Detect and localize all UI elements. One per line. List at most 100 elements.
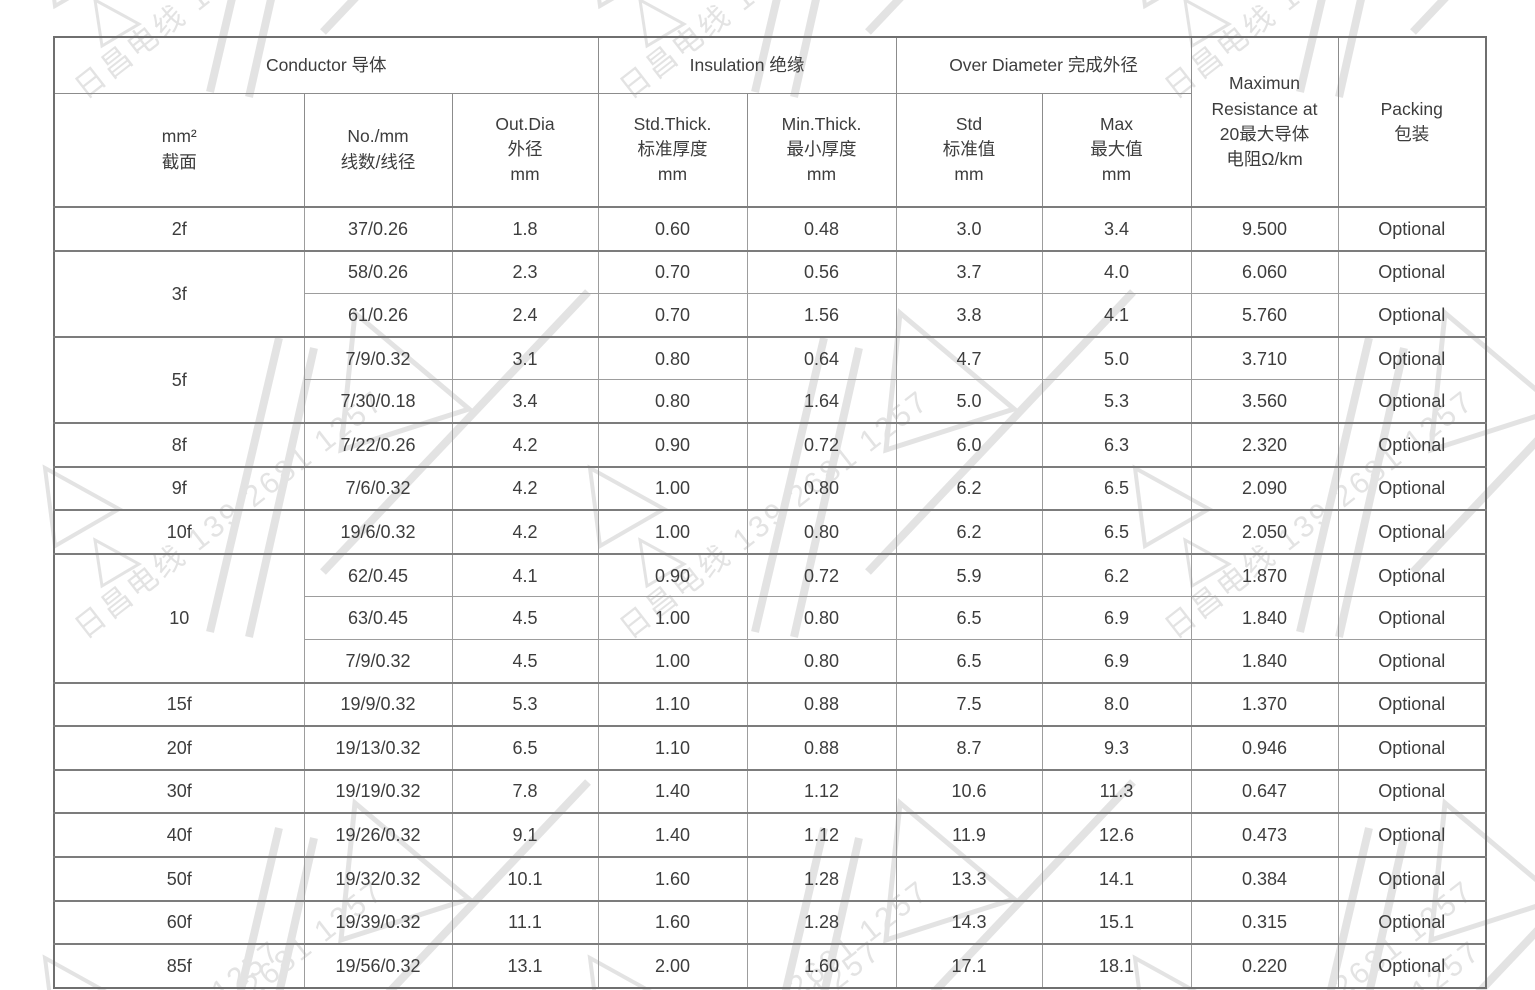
value-cell: 1.12 bbox=[746, 812, 897, 858]
value-cell: 19/19/0.32 bbox=[303, 768, 453, 814]
value-cell: 11.9 bbox=[895, 812, 1043, 858]
value-cell: 6.2 bbox=[895, 465, 1043, 511]
value-cell: 37/0.26 bbox=[303, 206, 453, 252]
value-cell: 11.3 bbox=[1041, 768, 1192, 814]
value-cell: 19/26/0.32 bbox=[303, 812, 453, 858]
size-cell: 20f bbox=[53, 725, 305, 771]
value-cell: 58/0.26 bbox=[303, 249, 453, 295]
table-row: 30f 19/19/0.32 7.8 1.40 1.12 10.6 11.3 0.647 Opt… bbox=[53, 768, 1487, 814]
value-cell: 19/32/0.32 bbox=[303, 855, 453, 901]
header-col-size: mm² 截面 bbox=[53, 92, 305, 208]
size-cell: 10 bbox=[53, 552, 305, 684]
value-cell: 0.88 bbox=[746, 681, 897, 727]
value-cell: Optional bbox=[1337, 855, 1487, 901]
value-cell: 11.1 bbox=[451, 899, 599, 945]
value-cell: 19/6/0.32 bbox=[303, 509, 453, 555]
value-cell: 10.1 bbox=[451, 855, 599, 901]
header-col-std-thick: Std.Thick. 标准厚度 mm bbox=[597, 92, 748, 208]
table-row: 9f 7/6/0.32 4.2 1.00 0.80 6.2 6.5 2.090 Optional bbox=[53, 465, 1487, 511]
spec-table-body: 2f 37/0.26 1.8 0.60 0.48 3.0 3.4 9.500 Optional 3… bbox=[53, 206, 1487, 989]
value-cell: 0.72 bbox=[746, 552, 897, 598]
value-cell: 62/0.45 bbox=[303, 552, 453, 598]
header-col-out-dia: Out.Dia 外径 mm bbox=[451, 92, 599, 208]
value-cell: 7/9/0.32 bbox=[303, 335, 453, 381]
value-cell: 6.9 bbox=[1041, 638, 1192, 684]
value-cell: 0.88 bbox=[746, 725, 897, 771]
value-cell: 4.5 bbox=[451, 638, 599, 684]
value-cell: 1.60 bbox=[597, 899, 748, 945]
value-cell: 13.3 bbox=[895, 855, 1043, 901]
value-cell: 0.80 bbox=[597, 379, 748, 424]
value-cell: 19/9/0.32 bbox=[303, 681, 453, 727]
value-cell: 1.40 bbox=[597, 768, 748, 814]
value-cell: 1.28 bbox=[746, 899, 897, 945]
size-cell: 50f bbox=[53, 855, 305, 901]
value-cell: 0.70 bbox=[597, 249, 748, 295]
value-cell: 1.840 bbox=[1190, 596, 1339, 640]
value-cell: Optional bbox=[1337, 293, 1487, 338]
value-cell: 2.090 bbox=[1190, 465, 1339, 511]
value-cell: Optional bbox=[1337, 465, 1487, 511]
value-cell: 14.3 bbox=[895, 899, 1043, 945]
value-cell: 8.0 bbox=[1041, 681, 1192, 727]
value-cell: 4.5 bbox=[451, 596, 599, 640]
header-max-resistance: Maximun Resistance at 20最大导体 电阻Ω/km bbox=[1190, 36, 1339, 208]
value-cell: 5.0 bbox=[1041, 335, 1192, 381]
value-cell: 2.050 bbox=[1190, 509, 1339, 555]
watermark-triangle-icon bbox=[1142, 0, 1160, 10]
value-cell: 6.9 bbox=[1041, 596, 1192, 640]
value-cell: 0.72 bbox=[746, 421, 897, 468]
value-cell: 0.80 bbox=[597, 335, 748, 381]
value-cell: 61/0.26 bbox=[303, 293, 453, 338]
value-cell: 4.7 bbox=[895, 335, 1043, 381]
value-cell: 2.320 bbox=[1190, 421, 1339, 468]
value-cell: Optional bbox=[1337, 943, 1487, 989]
value-cell: Optional bbox=[1337, 249, 1487, 295]
table-row: 10f 19/6/0.32 4.2 1.00 0.80 6.2 6.5 2.050 Option… bbox=[53, 509, 1487, 555]
value-cell: 0.220 bbox=[1190, 943, 1339, 989]
value-cell: 19/56/0.32 bbox=[303, 943, 453, 989]
value-cell: 1.840 bbox=[1190, 638, 1339, 684]
value-cell: Optional bbox=[1337, 638, 1487, 684]
value-cell: Optional bbox=[1337, 725, 1487, 771]
table-row: 2f 37/0.26 1.8 0.60 0.48 3.0 3.4 9.500 Optional bbox=[53, 206, 1487, 252]
value-cell: 14.1 bbox=[1041, 855, 1192, 901]
value-cell: Optional bbox=[1337, 552, 1487, 598]
value-cell: 6.5 bbox=[895, 596, 1043, 640]
table-row: 50f 19/32/0.32 10.1 1.60 1.28 13.3 14.1 0.384 Op… bbox=[53, 855, 1487, 901]
value-cell: 7.5 bbox=[895, 681, 1043, 727]
value-cell: 5.760 bbox=[1190, 293, 1339, 338]
value-cell: 0.90 bbox=[597, 552, 748, 598]
value-cell: 1.370 bbox=[1190, 681, 1339, 727]
value-cell: 6.060 bbox=[1190, 249, 1339, 295]
size-cell: 3f bbox=[53, 249, 305, 338]
value-cell: 0.80 bbox=[746, 465, 897, 511]
value-cell: 3.560 bbox=[1190, 379, 1339, 424]
value-cell: 6.3 bbox=[1041, 421, 1192, 468]
value-cell: 8.7 bbox=[895, 725, 1043, 771]
value-cell: Optional bbox=[1337, 206, 1487, 252]
value-cell: Optional bbox=[1337, 379, 1487, 424]
watermark-triangle-icon bbox=[52, 0, 70, 10]
value-cell: 1.40 bbox=[597, 812, 748, 858]
value-cell: 1.10 bbox=[597, 725, 748, 771]
value-cell: 10.6 bbox=[895, 768, 1043, 814]
value-cell: 6.5 bbox=[1041, 509, 1192, 555]
value-cell: 0.70 bbox=[597, 293, 748, 338]
value-cell: 4.1 bbox=[451, 552, 599, 598]
value-cell: 3.8 bbox=[895, 293, 1043, 338]
value-cell: Optional bbox=[1337, 768, 1487, 814]
value-cell: 6.2 bbox=[1041, 552, 1192, 598]
value-cell: 6.5 bbox=[895, 638, 1043, 684]
value-cell: 7/6/0.32 bbox=[303, 465, 453, 511]
table-row: 40f 19/26/0.32 9.1 1.40 1.12 11.9 12.6 0.473 Opt… bbox=[53, 812, 1487, 858]
value-cell: 0.90 bbox=[597, 421, 748, 468]
size-cell: 30f bbox=[53, 768, 305, 814]
value-cell: 2.3 bbox=[451, 249, 599, 295]
table-row: 3f 58/0.26 2.3 0.70 0.56 3.7 4.0 6.060 Optional bbox=[53, 249, 1487, 338]
value-cell: 1.12 bbox=[746, 768, 897, 814]
header-group-row: Conductor 导体 Insulation 绝缘 Over Diameter… bbox=[53, 36, 1487, 208]
value-cell: 6.0 bbox=[895, 421, 1043, 468]
table-row: 15f 19/9/0.32 5.3 1.10 0.88 7.5 8.0 1.370 Option… bbox=[53, 681, 1487, 727]
